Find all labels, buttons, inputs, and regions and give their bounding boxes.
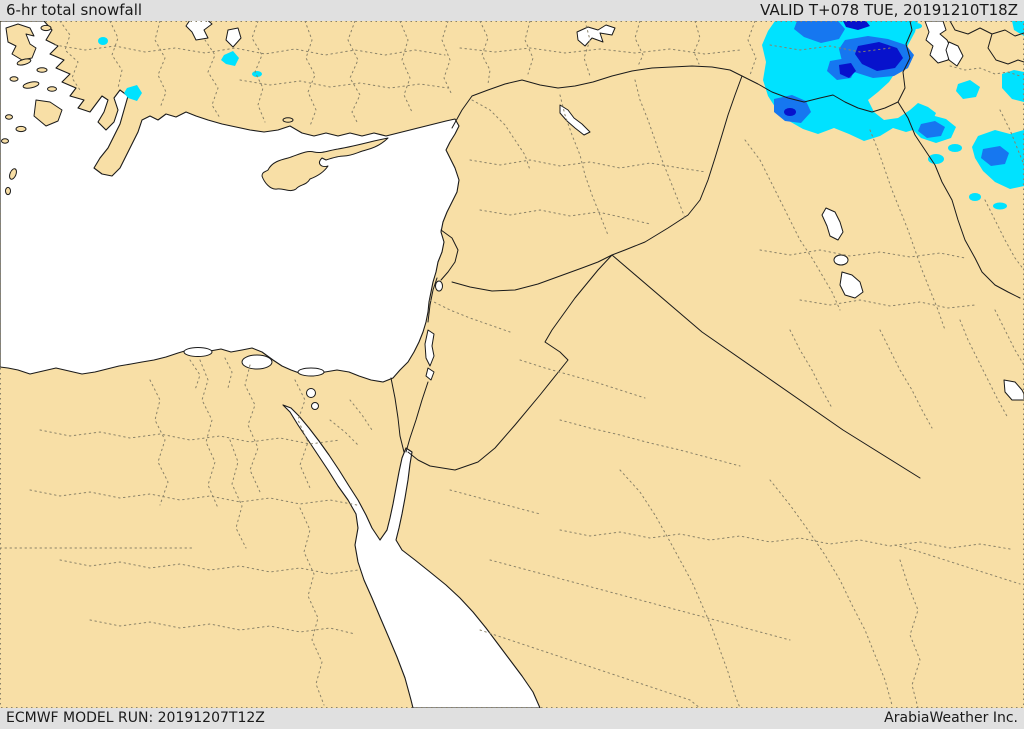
admin-boundaries [0,21,1024,708]
red-sea [282,388,541,708]
map-canvas [0,21,1024,708]
cyprus-island [261,137,389,192]
model-run-label: ECMWF MODEL RUN: 20191207T12Z [6,710,265,726]
lake-tharthar [821,207,844,241]
lake-right-edge [1003,379,1024,401]
mediterranean-aegean-sea [0,21,460,383]
aegean-islands [1,23,294,196]
sea-of-galilee [435,280,443,292]
lake-keban [576,24,616,47]
lake-van [924,21,953,64]
lake-egirdir [185,21,213,41]
dead-sea [424,329,435,367]
delta-lagoon-1 [183,347,213,357]
snowfall-heavy-layer [784,21,903,116]
header-bar: 6-hr total snowfall VALID T+078 TUE, 201… [0,0,1024,21]
valid-time-label: VALID T+078 TUE, 20191210T18Z [760,1,1018,19]
lake-burdur [225,27,242,48]
lake-urmia [945,41,964,67]
footer-bar: ECMWF MODEL RUN: 20191207T12Z ArabiaWeat… [0,708,1024,729]
lakes [183,21,1024,401]
map-title: 6-hr total snowfall [6,1,143,19]
lagoon-bardawil [297,367,325,377]
brand-label: ArabiaWeather Inc. [884,710,1018,726]
dead-sea-south [425,367,435,381]
delta-lagoon-2 [241,354,273,370]
snowfall-map [0,21,1024,708]
country-borders [390,21,1024,479]
lake-habbaniyah [833,254,849,266]
lake-assad [559,104,591,136]
lake-razzaza [839,271,864,299]
